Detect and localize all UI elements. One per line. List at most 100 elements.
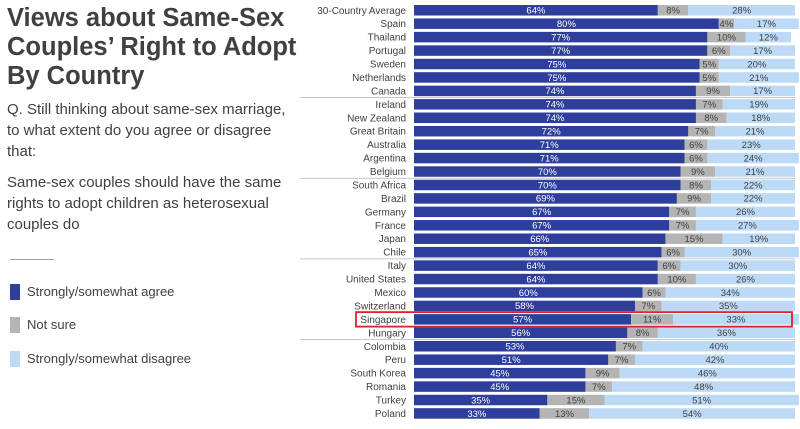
- category-label: Romania: [366, 382, 406, 393]
- bar-segment-disagree: [661, 300, 795, 312]
- data-label-agree: 72%: [542, 127, 562, 138]
- bar-segment-not-sure: [695, 85, 731, 97]
- category-label: Ireland: [375, 100, 406, 111]
- data-label-not-sure: 7%: [702, 100, 716, 111]
- bar-segment-agree: [414, 367, 586, 379]
- data-label-disagree: 24%: [744, 153, 764, 164]
- bar-segment-disagree: [695, 220, 799, 231]
- bar-segment-agree: [414, 99, 696, 110]
- data-label-agree: 74%: [545, 100, 565, 111]
- bar-segment-agree: [414, 18, 719, 29]
- data-label-not-sure: 5%: [702, 73, 716, 84]
- data-label-not-sure: 13%: [555, 409, 575, 420]
- bar-segment-not-sure: [695, 99, 723, 110]
- category-label: Colombia: [364, 342, 407, 353]
- data-label-disagree: 40%: [709, 342, 729, 353]
- data-label-agree: 74%: [545, 113, 565, 124]
- data-label-disagree: 19%: [749, 100, 769, 111]
- category-label: Singapore: [360, 315, 406, 326]
- bar-segment-not-sure: [634, 300, 662, 312]
- bar-segment-disagree: [673, 314, 799, 325]
- bar-segment-not-sure: [676, 193, 712, 204]
- bar-segment-disagree: [726, 112, 795, 124]
- data-label-agree: 53%: [505, 342, 525, 353]
- data-label-disagree: 46%: [698, 368, 718, 379]
- data-label-not-sure: 9%: [596, 368, 610, 379]
- data-label-agree: 66%: [530, 234, 550, 245]
- bar-segment-agree: [414, 273, 658, 285]
- data-label-disagree: 54%: [683, 409, 703, 420]
- bar-segment-disagree: [695, 206, 795, 218]
- bar-segment-agree: [414, 260, 658, 271]
- category-label: Great Britain: [350, 127, 406, 138]
- bar-segment-disagree: [642, 341, 795, 352]
- bar-segment-agree: [414, 341, 616, 352]
- data-label-agree: 45%: [490, 382, 510, 393]
- data-label-disagree: 42%: [705, 355, 725, 366]
- data-label-not-sure: 8%: [689, 180, 703, 191]
- data-label-not-sure: 15%: [685, 234, 705, 245]
- data-label-disagree: 33%: [726, 315, 746, 326]
- category-label: Portugal: [369, 46, 406, 57]
- bar-segment-not-sure: [585, 381, 613, 392]
- bar-segment-not-sure: [699, 58, 719, 70]
- bar-segment-not-sure: [657, 260, 681, 271]
- highlight-box: [355, 311, 793, 328]
- bar-segment-agree: [414, 394, 548, 406]
- category-label: Germany: [365, 207, 406, 218]
- data-label-not-sure: 8%: [704, 113, 718, 124]
- bar-segment-not-sure: [585, 367, 620, 379]
- category-label: Canada: [371, 86, 406, 97]
- category-label: Italy: [388, 261, 406, 272]
- data-label-not-sure: 7%: [622, 342, 636, 353]
- legend-swatch-agree: [10, 284, 20, 300]
- data-label-disagree: 48%: [694, 382, 714, 393]
- bar-segment-not-sure: [665, 233, 723, 244]
- data-label-agree: 51%: [502, 355, 522, 366]
- legend-divider: [10, 259, 54, 260]
- bar-segment-agree: [414, 381, 586, 392]
- data-label-agree: 33%: [467, 409, 487, 420]
- bar-segment-disagree: [707, 152, 799, 164]
- bar-segment-agree: [414, 125, 689, 137]
- data-label-agree: 60%: [519, 288, 539, 299]
- survey-question: Q. Still thinking about same-sex marriag…: [7, 101, 286, 160]
- data-label-disagree: 17%: [753, 86, 773, 97]
- data-label-disagree: 17%: [757, 19, 777, 30]
- bar-segment-agree: [414, 220, 670, 231]
- data-label-agree: 64%: [526, 274, 546, 285]
- legend-label-agree: Strongly/somewhat agree: [27, 284, 175, 299]
- bar-segment-disagree: [657, 327, 795, 339]
- data-label-agree: 77%: [551, 32, 571, 43]
- bar-segment-agree: [414, 58, 700, 70]
- bar-segment-not-sure: [547, 394, 605, 406]
- bar-segment-not-sure: [695, 112, 727, 124]
- bar-segment-agree: [414, 5, 658, 16]
- bar-segment-not-sure: [718, 18, 735, 29]
- category-label: Sweden: [370, 60, 406, 71]
- bar-segment-agree: [414, 233, 666, 244]
- data-label-disagree: 21%: [745, 167, 765, 178]
- data-label-disagree: 21%: [749, 73, 769, 84]
- bar-segment-not-sure: [627, 327, 658, 339]
- bar-segment-not-sure: [680, 179, 712, 191]
- data-label-not-sure: 9%: [691, 167, 705, 178]
- data-label-not-sure: 7%: [641, 301, 655, 312]
- data-label-not-sure: 6%: [712, 46, 726, 57]
- survey-statement: Same-sex couples should have the same ri…: [7, 174, 282, 233]
- bar-segment-disagree: [730, 85, 795, 97]
- bar-segment-disagree: [589, 408, 795, 419]
- legend-label-not-sure: Not sure: [27, 317, 77, 332]
- category-label: United States: [346, 275, 406, 286]
- legend-label-disagree: Strongly/somewhat disagree: [27, 351, 192, 366]
- data-label-disagree: 30%: [732, 247, 752, 258]
- category-label: Peru: [385, 355, 406, 366]
- bar-segment-not-sure: [608, 354, 635, 365]
- bar-segment-agree: [414, 152, 685, 164]
- bar-segment-not-sure: [680, 166, 715, 177]
- category-label: Belgium: [370, 167, 406, 178]
- data-label-agree: 64%: [526, 261, 546, 272]
- data-label-agree: 65%: [528, 247, 548, 258]
- bar-segment-disagree: [718, 72, 799, 83]
